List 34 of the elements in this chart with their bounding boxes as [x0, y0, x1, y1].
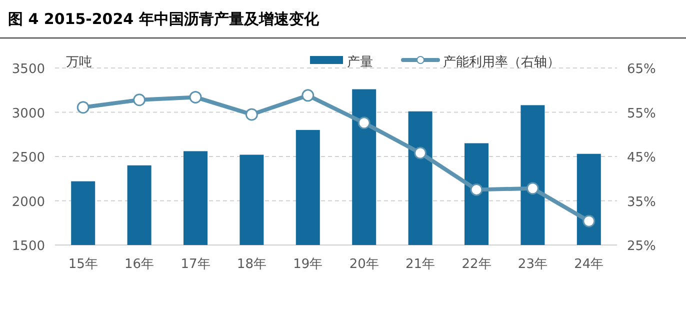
- point: [245, 108, 258, 121]
- point: [414, 146, 427, 160]
- y2-tick-label: 55%: [627, 106, 656, 122]
- x-tick-label: 24年: [574, 257, 604, 272]
- y2-tick-label: 35%: [627, 194, 656, 210]
- y-tick-label: 2500: [12, 150, 45, 166]
- x-tick-label: 23年: [518, 257, 548, 272]
- x-tick-label: 19年: [293, 257, 323, 272]
- x-tick-label: 15年: [68, 257, 98, 272]
- point: [76, 101, 90, 114]
- x-tick-label: 22年: [462, 257, 492, 272]
- point: [302, 89, 314, 102]
- y-tick-label: 3000: [12, 106, 45, 122]
- y-axis-title: 万吨: [66, 55, 92, 70]
- x-tick-label: 16年: [124, 257, 154, 272]
- chart-title: 图 4 2015-2024 年中国沥青产量及增速变化: [8, 10, 320, 28]
- legend-label: 产量: [347, 55, 373, 70]
- x-tick-label: 20年: [349, 257, 379, 272]
- point: [133, 94, 146, 106]
- y2-tick-label: 45%: [627, 150, 656, 166]
- point: [582, 214, 596, 228]
- y-tick-label: 1500: [12, 239, 45, 254]
- y-tick-label: 2000: [12, 194, 45, 210]
- x-tick-label: 17年: [180, 257, 210, 272]
- y2-tick-label: 25%: [627, 239, 656, 254]
- legend-label: 产能利用率（右轴）: [443, 54, 560, 70]
- point: [526, 182, 539, 195]
- point: [470, 183, 483, 196]
- x-tick-label: 21年: [406, 257, 436, 272]
- point: [358, 116, 370, 130]
- y-tick-label: 3500: [12, 62, 45, 77]
- y2-tick-label: 65%: [627, 62, 656, 77]
- point: [189, 90, 202, 104]
- x-tick-label: 18年: [236, 257, 266, 272]
